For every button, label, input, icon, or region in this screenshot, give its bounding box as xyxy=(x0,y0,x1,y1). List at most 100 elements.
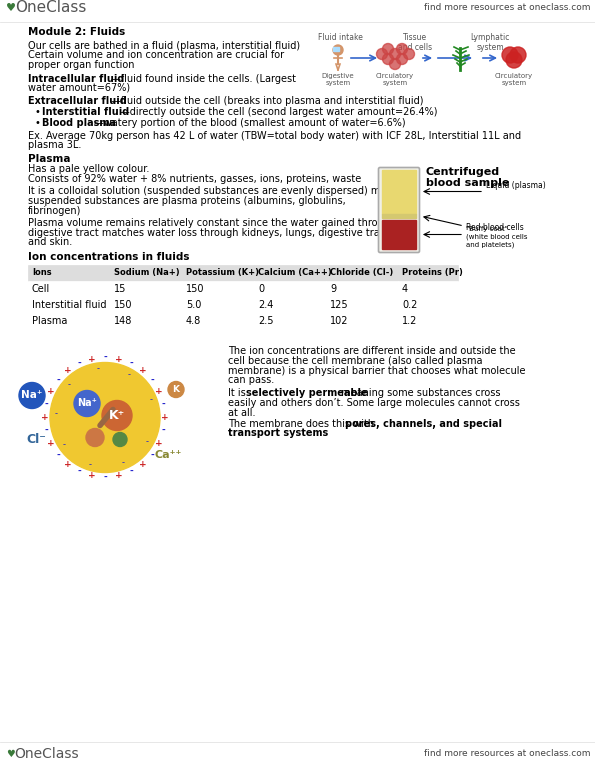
Text: The membrane does this with: The membrane does this with xyxy=(228,419,377,429)
Text: K: K xyxy=(173,385,180,394)
Bar xyxy=(326,313,398,329)
Text: meaning some substances cross: meaning some substances cross xyxy=(338,389,500,399)
Bar xyxy=(398,265,458,280)
Text: +: + xyxy=(41,413,49,422)
Bar xyxy=(110,265,182,280)
Bar xyxy=(254,280,326,296)
Text: -: - xyxy=(96,364,99,373)
Text: fibrinogen): fibrinogen) xyxy=(28,206,82,216)
Bar xyxy=(254,296,326,313)
Text: -: - xyxy=(146,437,149,447)
Text: —watery portion of the blood (smallest amount of water=6.6%): —watery portion of the blood (smallest a… xyxy=(94,118,406,128)
Text: Proteins (Pr): Proteins (Pr) xyxy=(402,268,463,277)
Text: transport systems: transport systems xyxy=(228,428,328,438)
Text: Interstitial fluid: Interstitial fluid xyxy=(42,107,129,117)
Text: Module 2: Fluids: Module 2: Fluids xyxy=(28,27,126,37)
Text: -: - xyxy=(128,370,131,380)
Text: +: + xyxy=(88,471,95,480)
Text: +: + xyxy=(155,387,163,396)
Text: Ion concentrations in fluids: Ion concentrations in fluids xyxy=(28,253,189,263)
Text: -: - xyxy=(68,380,71,389)
Text: -: - xyxy=(45,400,48,409)
Bar xyxy=(326,296,398,313)
Bar xyxy=(310,30,595,120)
Text: Plasma: Plasma xyxy=(32,316,67,326)
Text: and platelets): and platelets) xyxy=(466,242,514,249)
Text: 150: 150 xyxy=(114,300,133,310)
Text: digestive tract matches water loss through kidneys, lungs, digestive tract: digestive tract matches water loss throu… xyxy=(28,227,389,237)
Text: -: - xyxy=(56,376,60,384)
Text: and skin.: and skin. xyxy=(28,237,72,247)
Circle shape xyxy=(102,400,132,430)
Text: -: - xyxy=(162,427,165,435)
Text: 125: 125 xyxy=(330,300,349,310)
Text: Na⁺: Na⁺ xyxy=(77,399,97,409)
Text: It is a colloidal solution (suspended substances are evenly dispersed) most: It is a colloidal solution (suspended su… xyxy=(28,186,395,196)
Circle shape xyxy=(74,390,100,417)
Text: 102: 102 xyxy=(330,316,349,326)
Text: -: - xyxy=(55,410,58,418)
Text: at all.: at all. xyxy=(228,407,255,417)
Text: It is: It is xyxy=(228,389,249,399)
Bar xyxy=(382,220,416,249)
Text: The ion concentrations are different inside and outside the: The ion concentrations are different ins… xyxy=(228,346,516,357)
Text: Potassium (K+): Potassium (K+) xyxy=(186,268,259,277)
Circle shape xyxy=(113,433,127,447)
Bar xyxy=(382,214,416,218)
Text: blood sample: blood sample xyxy=(426,178,509,188)
Bar xyxy=(182,296,254,313)
Text: -: - xyxy=(45,427,48,435)
Text: +: + xyxy=(64,366,71,375)
Text: -: - xyxy=(129,467,133,476)
Text: 150: 150 xyxy=(186,283,205,293)
Text: Red blood cells: Red blood cells xyxy=(466,223,524,233)
Circle shape xyxy=(333,45,343,55)
Text: K⁺: K⁺ xyxy=(109,409,125,422)
Text: +: + xyxy=(115,354,122,363)
Text: ♥: ♥ xyxy=(6,749,15,759)
Bar xyxy=(398,280,458,296)
Text: -: - xyxy=(162,400,165,409)
Circle shape xyxy=(86,428,104,447)
Text: -: - xyxy=(89,460,92,469)
Text: can pass.: can pass. xyxy=(228,375,274,385)
Text: -: - xyxy=(77,359,81,368)
Text: Circulatory
system: Circulatory system xyxy=(376,73,414,86)
Text: -: - xyxy=(56,450,60,460)
Bar xyxy=(110,280,182,296)
Text: Tissue
and cells: Tissue and cells xyxy=(398,33,432,52)
Text: Lymphatic
system: Lymphatic system xyxy=(470,33,510,52)
Text: 9: 9 xyxy=(330,283,336,293)
Text: -: - xyxy=(150,450,154,460)
Text: proper organ function: proper organ function xyxy=(28,60,134,70)
Bar xyxy=(28,313,110,329)
Text: 0: 0 xyxy=(258,283,264,293)
Text: Has a pale yellow colour.: Has a pale yellow colour. xyxy=(28,165,149,175)
Text: Ex. Average 70kg person has 42 L of water (TBW=total body water) with ICF 28L, I: Ex. Average 70kg person has 42 L of wate… xyxy=(28,131,521,141)
Text: •: • xyxy=(34,118,40,128)
Bar xyxy=(326,280,398,296)
Text: cell because the cell membrane (also called plasma: cell because the cell membrane (also cal… xyxy=(228,356,483,366)
Text: -: - xyxy=(150,376,154,384)
Text: Circulatory
system: Circulatory system xyxy=(495,73,533,86)
Text: +: + xyxy=(115,471,122,480)
Circle shape xyxy=(403,49,415,59)
Bar xyxy=(182,280,254,296)
Text: 4: 4 xyxy=(402,283,408,293)
Text: +: + xyxy=(47,387,55,396)
Circle shape xyxy=(383,53,393,65)
Text: +: + xyxy=(47,439,55,448)
Text: Chloride (Cl-): Chloride (Cl-) xyxy=(330,268,393,277)
Text: Intracellular fluid: Intracellular fluid xyxy=(28,73,124,83)
Bar xyxy=(28,296,110,313)
Text: Ca⁺⁺: Ca⁺⁺ xyxy=(154,450,181,460)
Text: 5.0: 5.0 xyxy=(186,300,201,310)
Text: 4.8: 4.8 xyxy=(186,316,201,326)
Bar xyxy=(254,265,326,280)
Bar xyxy=(382,170,416,214)
Text: 15: 15 xyxy=(114,283,126,293)
Text: —fluid outside the cell (breaks into plasma and interstitial fluid): —fluid outside the cell (breaks into pla… xyxy=(111,96,423,106)
Text: Plasma volume remains relatively constant since the water gained through: Plasma volume remains relatively constan… xyxy=(28,218,396,228)
Text: +: + xyxy=(161,413,169,422)
Bar xyxy=(110,296,182,313)
